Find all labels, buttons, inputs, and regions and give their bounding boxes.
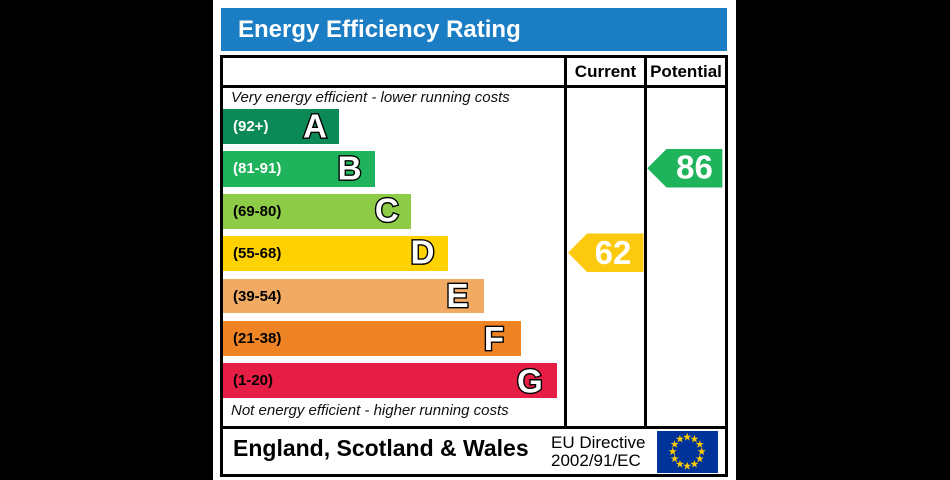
svg-text:C: C (375, 191, 399, 228)
svg-text:B: B (338, 149, 362, 186)
svg-text:A: A (303, 108, 327, 145)
svg-text:G: G (517, 363, 543, 400)
svg-text:F: F (484, 320, 504, 357)
svg-text:86: 86 (676, 149, 713, 186)
svg-text:62: 62 (595, 234, 632, 271)
svg-text:D: D (411, 234, 435, 271)
svg-text:E: E (446, 277, 468, 314)
